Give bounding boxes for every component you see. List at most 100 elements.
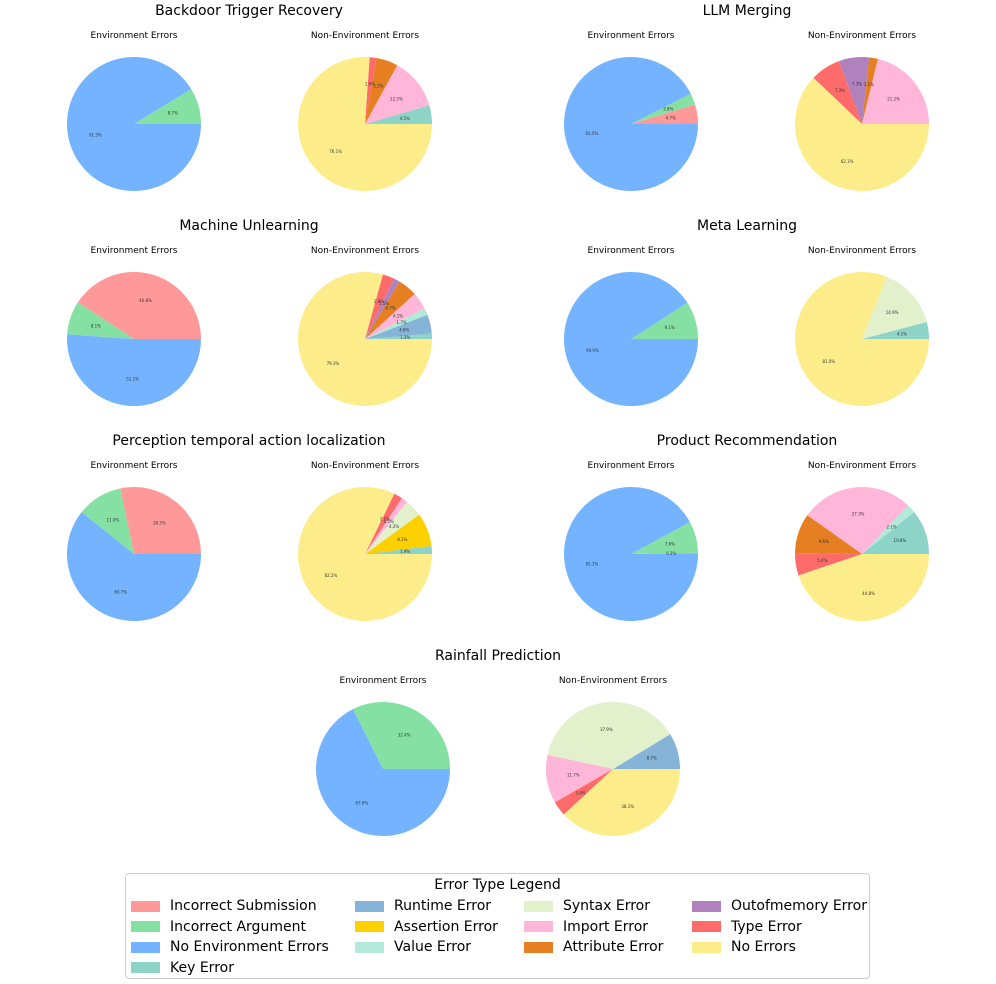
chart-rainfall-prediction: Rainfall Prediction Environment Errors 32.… bbox=[316, 648, 680, 837]
slice-label: 27.3% bbox=[852, 512, 865, 517]
legend-label: Type Error bbox=[731, 918, 802, 935]
slice-label: 12.5% bbox=[390, 96, 403, 101]
slice-label: 0.3% bbox=[666, 551, 676, 556]
legend-item-incorrect-argument: Incorrect Argument bbox=[131, 918, 306, 936]
chart-title: Product Recommendation bbox=[657, 433, 838, 449]
legend-swatch bbox=[524, 921, 553, 932]
slice-no-errors bbox=[298, 486, 432, 621]
pie-environment-errors: Environment Errors 8.7% 91.3% bbox=[66, 31, 201, 191]
slice-label: 5.4% bbox=[817, 558, 827, 563]
slice-syntax-error bbox=[547, 701, 671, 769]
slice-no-environment-errors bbox=[564, 487, 698, 622]
slice-key-error bbox=[365, 546, 432, 554]
slice-label: 9.1% bbox=[665, 325, 675, 330]
legend-label: Incorrect Argument bbox=[170, 918, 306, 935]
slice-label: 62.1% bbox=[841, 159, 854, 164]
slice-no-errors bbox=[297, 56, 432, 191]
slice-runtime-error bbox=[613, 734, 680, 769]
slice-import-error bbox=[365, 65, 430, 124]
chart-backdoor-trigger-recovery: Backdoor Trigger Recovery Environment Err… bbox=[66, 3, 432, 191]
slice-no-environment-errors bbox=[66, 56, 201, 191]
slice-outofmemory-error bbox=[838, 56, 870, 125]
legend-title: Error Type Legend bbox=[434, 877, 561, 893]
slice-no-errors bbox=[563, 769, 680, 837]
slice-import-error bbox=[365, 294, 425, 339]
slice-label: 51.1% bbox=[126, 377, 139, 382]
slice-label: 5.3% bbox=[373, 84, 383, 89]
legend-swatch bbox=[355, 900, 384, 912]
legend-item-value-error: Value Error bbox=[355, 938, 471, 956]
slice-import-error bbox=[365, 498, 408, 554]
legend-item-no-environment-errors: No Environment Errors bbox=[131, 938, 329, 956]
legend-label: Outofmemory Error bbox=[731, 898, 867, 914]
pie-subtitle: Environment Errors bbox=[340, 676, 427, 686]
legend-label: Incorrect Submission bbox=[170, 898, 317, 914]
legend-label: Syntax Error bbox=[563, 898, 650, 914]
slice-label: 1.7% bbox=[397, 320, 407, 325]
legend-swatch bbox=[524, 941, 553, 953]
slice-no-environment-errors bbox=[563, 272, 698, 407]
slice-label: 8.7% bbox=[647, 756, 657, 761]
chart-title: Perception temporal action localization bbox=[112, 433, 385, 449]
pie-non-environment-errors: Non-Environment Errors 1.9% 8.1% 4.2%1.5%2.… bbox=[298, 461, 432, 621]
slice-label: 1.5% bbox=[379, 301, 389, 306]
legend-label: Runtime Error bbox=[394, 898, 492, 914]
slice-label: 8.1% bbox=[397, 537, 407, 542]
slice-no-errors bbox=[795, 271, 929, 406]
pie-environment-errors: Environment Errors 32.4% 67.6% bbox=[316, 676, 450, 836]
slice-type-error bbox=[813, 61, 862, 124]
slice-label: 4.6% bbox=[399, 328, 409, 333]
slice-label: 4.1% bbox=[393, 314, 403, 319]
slice-incorrect-submission bbox=[77, 272, 201, 339]
slice-label: 11.0% bbox=[107, 517, 120, 522]
legend-swatch bbox=[692, 941, 721, 953]
legend-swatch bbox=[131, 941, 160, 953]
legend-label: No Environment Errors bbox=[170, 939, 329, 955]
slice-no-errors bbox=[795, 77, 930, 192]
slice-label: 4.7% bbox=[666, 116, 676, 121]
pie-subtitle: Non-Environment Errors bbox=[808, 31, 916, 41]
slice-label: 4.2% bbox=[389, 524, 399, 529]
slice-attribute-error bbox=[365, 281, 415, 339]
slice-label: 92.1% bbox=[586, 561, 599, 566]
slice-incorrect-submission bbox=[631, 104, 698, 124]
slice-label: 3.6% bbox=[576, 790, 586, 795]
slice-label: 67.6% bbox=[356, 801, 369, 806]
slice-label: 9.6% bbox=[819, 539, 829, 544]
slice-incorrect-argument bbox=[67, 302, 134, 339]
slice-label: 76.1% bbox=[329, 149, 342, 154]
legend-swatch bbox=[355, 941, 384, 953]
slice-incorrect-argument bbox=[81, 488, 134, 554]
slice-label: 7.3% bbox=[835, 88, 845, 93]
slice-type-error bbox=[554, 769, 613, 815]
legend-item-no-errors: No Errors bbox=[692, 938, 796, 956]
slice-assertion-error bbox=[365, 514, 432, 554]
slice-label: 1.5% bbox=[384, 519, 394, 524]
slice-value-error bbox=[862, 505, 915, 554]
legend-label: No Errors bbox=[731, 939, 796, 955]
slice-label: 7.3% bbox=[852, 82, 862, 87]
slice-label: 90.9% bbox=[586, 348, 599, 353]
slice-import-error bbox=[862, 58, 929, 124]
chart-title: Machine Unlearning bbox=[179, 218, 318, 234]
pie-environment-errors: Environment Errors 0.3% 7.6% 92.1% bbox=[564, 461, 699, 622]
slice-incorrect-submission bbox=[120, 487, 201, 554]
slice-label: 8.7% bbox=[168, 111, 178, 116]
slice-runtime-error bbox=[365, 314, 432, 339]
legend-swatch bbox=[692, 900, 721, 912]
slice-key-error bbox=[365, 333, 433, 339]
legend-swatch bbox=[131, 921, 160, 932]
legend-item-attribute-error: Attribute Error bbox=[524, 938, 663, 956]
pie-subtitle: Non-Environment Errors bbox=[311, 31, 419, 41]
slice-no-environment-errors bbox=[316, 709, 450, 836]
slice-key-error bbox=[365, 105, 432, 124]
pie-subtitle: Environment Errors bbox=[91, 31, 178, 41]
slice-label: 38.1% bbox=[621, 804, 634, 809]
slice-label: 82.2% bbox=[325, 573, 338, 578]
slice-label: 92.5% bbox=[586, 131, 599, 136]
slice-import-error bbox=[807, 487, 909, 554]
slice-label: 2.8% bbox=[374, 299, 384, 304]
slice-label: 4.5% bbox=[400, 116, 410, 121]
pie-subtitle: Non-Environment Errors bbox=[808, 246, 916, 256]
chart-llm-merging: LLM Merging Environment Errors 4.7% 2.8% 92.… bbox=[564, 3, 930, 192]
